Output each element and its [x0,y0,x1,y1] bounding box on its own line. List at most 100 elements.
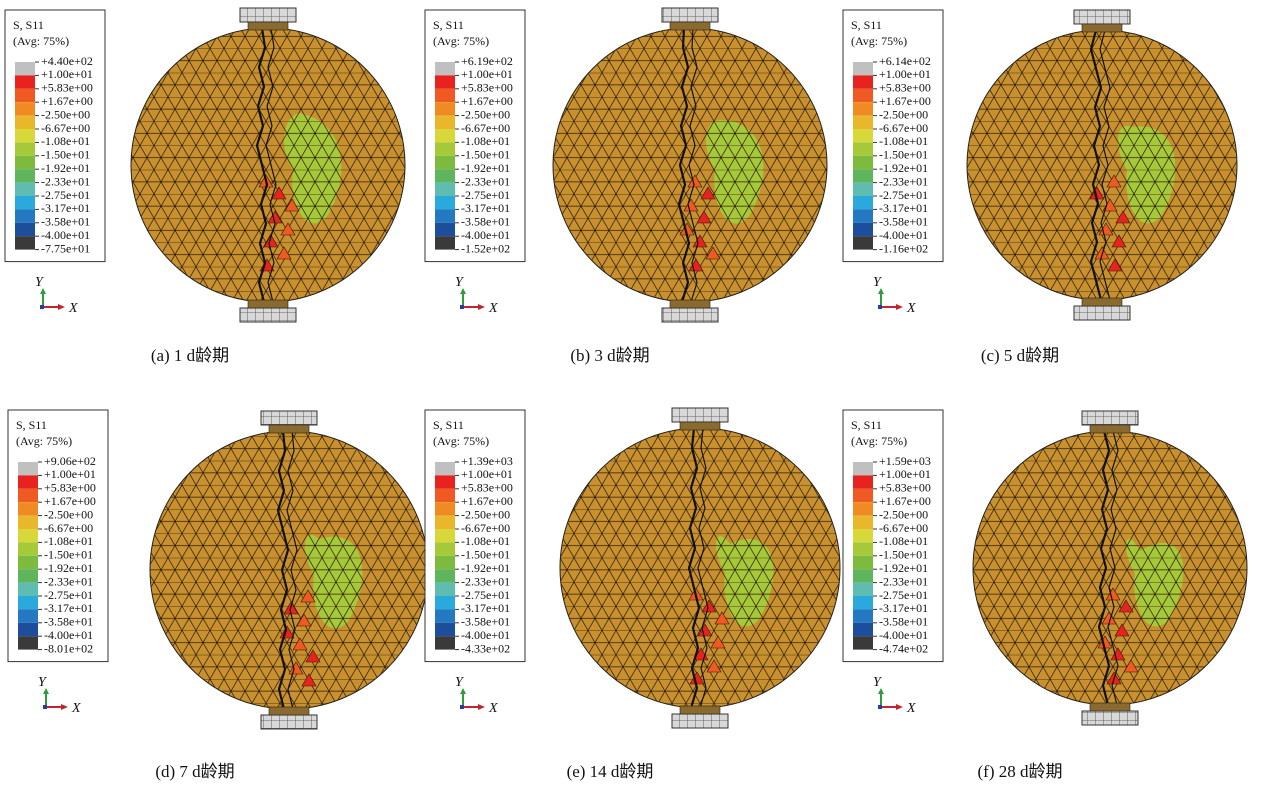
legend-title: S, S11 [851,418,882,432]
legend-swatch [435,556,455,569]
specimen [967,30,1237,300]
legend-subtitle: (Avg: 75%) [16,434,72,448]
legend-swatch [853,475,873,488]
legend-swatch [853,516,873,529]
specimen [560,428,840,708]
platen-strip [1090,425,1130,433]
legend-swatch [435,489,455,502]
legend-swatch [18,529,38,542]
legend-swatch [435,236,455,249]
platen-strip [680,706,720,714]
platen-strip [269,707,309,715]
legend-label: -1.50e+01 [461,548,510,562]
axis-x-label: X [488,701,498,716]
legend-label: -1.50e+01 [461,148,510,162]
legend-swatch [435,183,455,196]
legend-label: -1.92e+01 [44,561,93,575]
platen [1074,10,1130,24]
legend-swatch [435,223,455,236]
legend-swatch [853,489,873,502]
legend-swatch [435,156,455,169]
legend-title: S, S11 [433,418,464,432]
axis-z [460,305,464,309]
legend-swatch [435,102,455,115]
platen [261,411,317,425]
legend-label: -4.33e+02 [461,641,510,655]
axis-x-head [896,304,903,310]
legend-label: -6.67e+00 [879,121,928,135]
legend-swatch [435,475,455,488]
legend-swatch [853,102,873,115]
legend-swatch [15,196,35,209]
legend-swatch [853,62,873,75]
legend-subtitle: (Avg: 75%) [433,34,489,48]
legend-label: -2.50e+00 [461,507,510,521]
legend-label: -2.33e+01 [44,574,93,588]
legend-label: +5.83e+00 [44,481,96,495]
legend-label: +1.00e+01 [41,67,93,81]
legend-label: -4.00e+01 [879,628,928,642]
platen [662,8,718,22]
legend-swatch [853,609,873,622]
legend-swatch [435,129,455,142]
legend-swatch [435,583,455,596]
axis-x-head [896,704,903,710]
legend-swatch [15,236,35,249]
legend-swatch [15,129,35,142]
legend-subtitle: (Avg: 75%) [13,34,69,48]
legend-swatch [435,62,455,75]
legend-label: +1.00e+01 [461,467,513,481]
legend-swatch [18,462,38,475]
legend-label: -2.33e+01 [461,574,510,588]
legend-swatch [15,223,35,236]
legend-swatch [15,102,35,115]
legend-swatch [435,609,455,622]
legend-label: +5.83e+00 [461,481,513,495]
platen-strip [269,425,309,433]
legend-swatch [435,516,455,529]
legend-label: +1.67e+00 [461,94,513,108]
legend-label: -3.17e+01 [879,201,928,215]
legend-swatch [853,636,873,649]
legend-label: +5.83e+00 [879,481,931,495]
legend-label: -3.58e+01 [44,615,93,629]
caption: (d) 7 d龄期 [155,762,234,781]
axis-x-label: X [68,301,78,316]
legend-label: -1.08e+01 [41,134,90,148]
legend-swatch [853,556,873,569]
legend-swatch [15,183,35,196]
legend-label: +5.83e+00 [41,81,93,95]
panel: S, S11(Avg: 75%)+4.40e+02+1.00e+01+5.83e… [5,8,405,365]
legend-swatch [435,502,455,515]
legend-label: -1.08e+01 [879,134,928,148]
legend-label: +6.19e+02 [461,54,513,68]
legend-label: +5.83e+00 [879,81,931,95]
legend-swatch [15,169,35,182]
legend-swatch [18,502,38,515]
legend-label: -6.67e+00 [879,521,928,535]
platen [1082,711,1138,725]
legend-swatch [435,116,455,129]
platen [672,714,728,728]
legend-swatch [853,569,873,582]
legend-label: -2.33e+01 [41,174,90,188]
legend-subtitle: (Avg: 75%) [851,34,907,48]
legend-label: +1.67e+00 [879,494,931,508]
panel: S, S11(Avg: 75%)+1.59e+03+1.00e+01+5.83e… [843,410,1247,781]
legend-label: -2.75e+01 [44,588,93,602]
legend-label: -1.08e+01 [44,534,93,548]
legend-label: -1.16e+02 [879,241,928,255]
legend-label: -2.75e+01 [879,588,928,602]
legend-label: -2.75e+01 [461,188,510,202]
legend-swatch [853,156,873,169]
legend-label: -1.08e+01 [461,534,510,548]
legend-label: -2.33e+01 [461,174,510,188]
legend-label: -7.75e+01 [41,241,90,255]
axis-y-label: Y [38,675,48,690]
legend-label: -4.74e+02 [879,641,928,655]
axis-z [40,305,44,309]
legend-swatch [18,489,38,502]
legend-swatch [15,62,35,75]
legend-swatch [853,223,873,236]
legend-title: S, S11 [851,18,882,32]
